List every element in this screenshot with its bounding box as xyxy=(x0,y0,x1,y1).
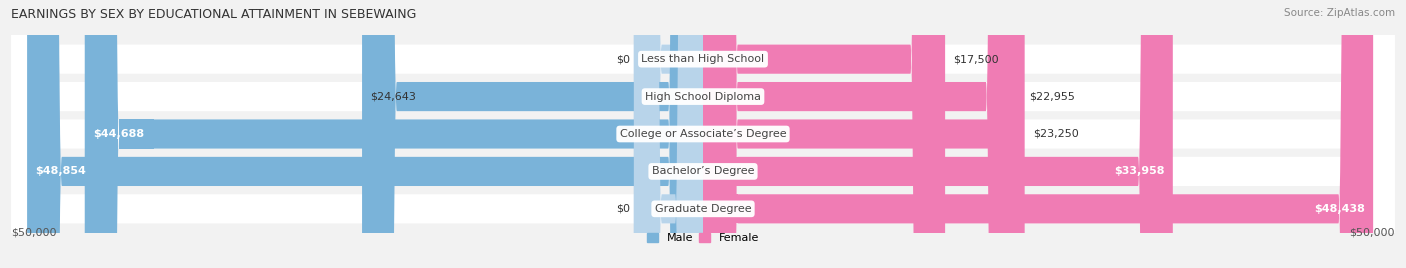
Text: $22,955: $22,955 xyxy=(1029,92,1074,102)
FancyBboxPatch shape xyxy=(11,0,1395,268)
Text: $44,688: $44,688 xyxy=(93,129,145,139)
FancyBboxPatch shape xyxy=(703,0,1021,268)
Text: High School Diploma: High School Diploma xyxy=(645,92,761,102)
Bar xyxy=(120,120,153,148)
FancyBboxPatch shape xyxy=(703,0,945,268)
Text: $48,438: $48,438 xyxy=(1315,204,1365,214)
Text: $24,643: $24,643 xyxy=(370,92,416,102)
FancyBboxPatch shape xyxy=(703,0,1374,268)
FancyBboxPatch shape xyxy=(703,0,1173,268)
FancyBboxPatch shape xyxy=(11,0,1395,268)
Text: $48,854: $48,854 xyxy=(35,166,86,176)
Bar xyxy=(703,157,738,186)
FancyBboxPatch shape xyxy=(27,0,703,268)
Text: Graduate Degree: Graduate Degree xyxy=(655,204,751,214)
Text: $17,500: $17,500 xyxy=(953,54,1000,64)
FancyBboxPatch shape xyxy=(11,0,1395,268)
Text: $50,000: $50,000 xyxy=(11,227,56,237)
FancyBboxPatch shape xyxy=(84,0,703,268)
Text: $23,250: $23,250 xyxy=(1033,129,1078,139)
Text: $0: $0 xyxy=(616,54,630,64)
Text: $50,000: $50,000 xyxy=(1350,227,1395,237)
FancyBboxPatch shape xyxy=(703,0,1025,268)
Bar xyxy=(62,157,96,186)
Legend: Male, Female: Male, Female xyxy=(647,233,759,243)
Bar xyxy=(703,120,735,148)
Text: $33,958: $33,958 xyxy=(1114,166,1164,176)
Text: Source: ZipAtlas.com: Source: ZipAtlas.com xyxy=(1284,8,1395,18)
FancyBboxPatch shape xyxy=(634,0,703,268)
FancyBboxPatch shape xyxy=(11,0,1395,268)
FancyBboxPatch shape xyxy=(634,0,703,268)
FancyBboxPatch shape xyxy=(11,0,1395,268)
FancyBboxPatch shape xyxy=(363,0,703,268)
Text: College or Associate’s Degree: College or Associate’s Degree xyxy=(620,129,786,139)
Text: $0: $0 xyxy=(616,204,630,214)
Text: EARNINGS BY SEX BY EDUCATIONAL ATTAINMENT IN SEBEWAING: EARNINGS BY SEX BY EDUCATIONAL ATTAINMEN… xyxy=(11,8,416,21)
Text: Less than High School: Less than High School xyxy=(641,54,765,64)
Bar xyxy=(396,82,432,111)
Bar xyxy=(703,82,735,111)
Bar xyxy=(703,194,738,224)
Bar xyxy=(703,44,727,74)
Text: Bachelor’s Degree: Bachelor’s Degree xyxy=(652,166,754,176)
